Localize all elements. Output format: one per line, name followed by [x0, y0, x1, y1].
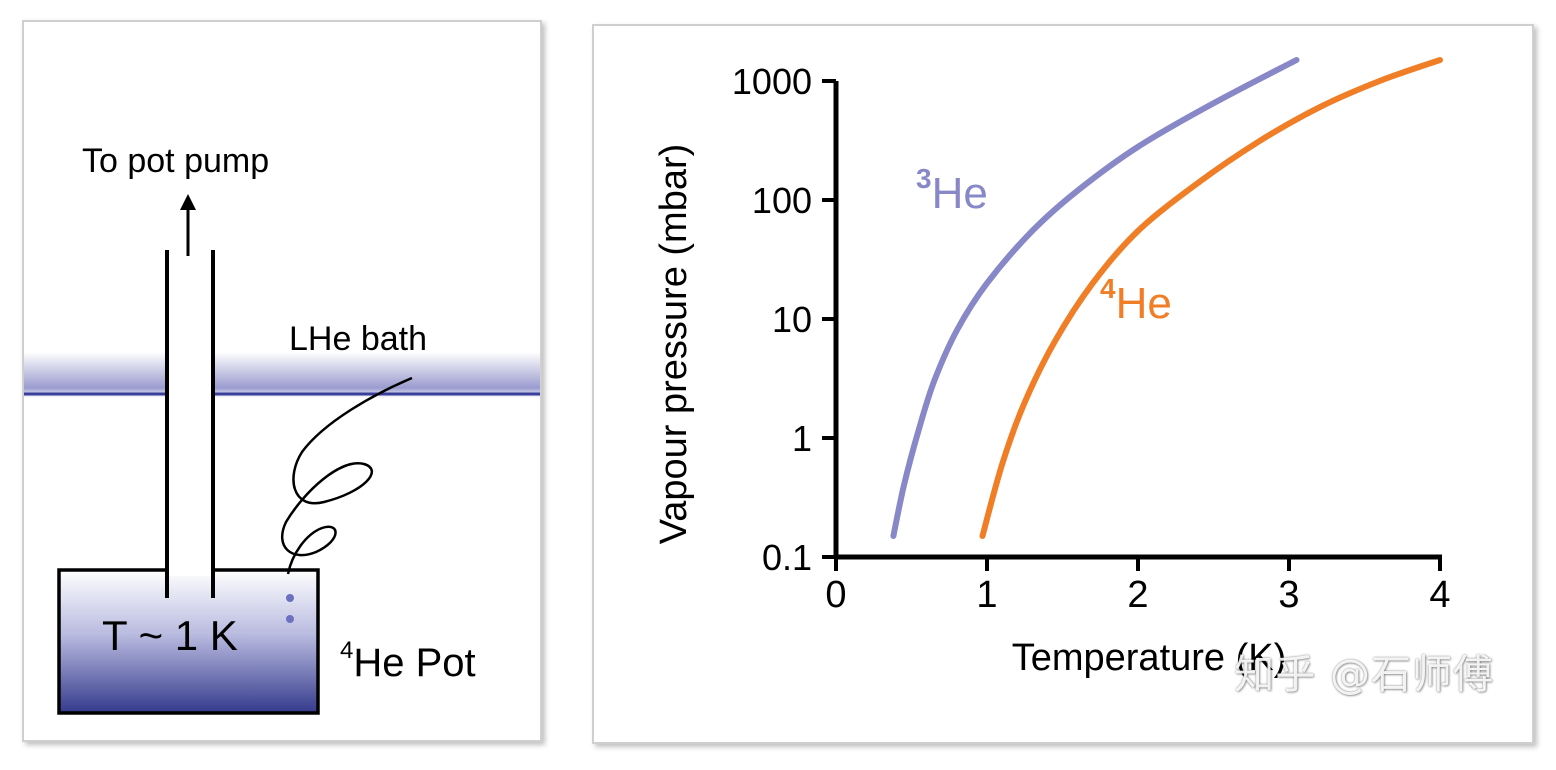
vapour-pressure-chart-panel: 0.1 1 10 100 1000 0 1 2 3 4 Vapour pressure (mbar… — [592, 24, 1534, 744]
x-tick-label: 0 — [825, 574, 846, 616]
pump-arrow-icon — [180, 194, 196, 210]
bubble-icon — [286, 594, 294, 602]
lhe-bath-band — [24, 352, 540, 398]
x-axis-label: Temperature (K) — [1012, 637, 1287, 679]
y-tick-label: 1 — [792, 418, 812, 459]
tube-interior-above-bath — [169, 352, 211, 398]
y-tick-label: 0.1 — [762, 537, 812, 578]
bath-label: LHe bath — [289, 320, 427, 358]
chart-ticks: 0.1 1 10 100 1000 0 1 2 3 4 — [732, 61, 1451, 616]
pot-label: 4He Pot — [340, 637, 476, 685]
pot-temperature-label: T ~ 1 K — [102, 612, 238, 659]
he4-pot-diagram: To pot pump LHe bath T ~ 1 K 4He Pot — [24, 142, 540, 715]
capillary-coil — [280, 376, 413, 575]
y-tick-label: 100 — [752, 180, 812, 221]
x-tick-label: 3 — [1278, 574, 1299, 616]
chart-series — [890, 57, 1443, 539]
vapour-pressure-chart: 0.1 1 10 100 1000 0 1 2 3 4 Vapour pressure (mbar… — [653, 57, 1451, 679]
x-tick-label: 1 — [976, 574, 997, 616]
series-line-he3 — [890, 57, 1300, 539]
y-axis-label: Vapour pressure (mbar) — [653, 144, 695, 545]
series-label-he4: 4He — [1100, 273, 1172, 328]
arrow-label: To pot pump — [82, 142, 269, 180]
y-tick-label: 10 — [772, 299, 812, 340]
x-tick-label: 2 — [1127, 574, 1148, 616]
bubble-icon — [286, 615, 294, 623]
x-tick-label: 4 — [1429, 574, 1450, 616]
series-label-he3: 3He — [916, 163, 988, 218]
tube-opening — [169, 562, 211, 576]
y-tick-label: 1000 — [732, 61, 812, 102]
he4-pot-diagram-panel: To pot pump LHe bath T ~ 1 K 4He Pot — [22, 20, 542, 742]
watermark: 知乎 @石师傅 — [1234, 652, 1494, 698]
he4-pot-liquid — [59, 570, 318, 713]
series-line-he4 — [979, 57, 1443, 539]
